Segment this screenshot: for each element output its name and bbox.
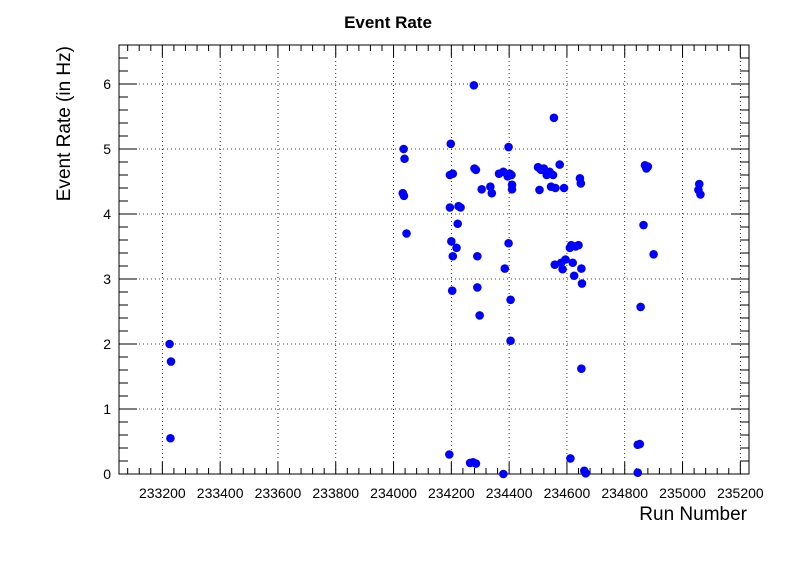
grid-lines	[119, 45, 749, 474]
data-point	[504, 142, 513, 152]
data-point	[445, 203, 455, 212]
axis-ticks	[119, 45, 749, 475]
y-tick-label: 2	[103, 336, 111, 352]
x-tick-label: 234400	[486, 485, 533, 501]
data-point	[499, 469, 508, 479]
data-point	[568, 258, 578, 268]
data-point	[577, 364, 586, 374]
data-point	[559, 183, 569, 193]
data-point	[635, 439, 645, 449]
data-point	[561, 255, 570, 264]
data-point	[507, 180, 517, 190]
data-point	[447, 237, 456, 246]
data-point	[477, 185, 486, 194]
x-tick-label: 234800	[601, 485, 648, 501]
data-point	[399, 144, 408, 154]
x-tick-label: 234200	[428, 485, 475, 501]
data-point	[473, 283, 482, 292]
data-point	[506, 295, 515, 305]
y-tick-label: 5	[103, 141, 111, 157]
data-point	[487, 188, 497, 198]
x-tick-label: 233200	[139, 485, 186, 501]
data-point	[649, 250, 658, 259]
x-tick-label: 234000	[370, 485, 417, 501]
data-point	[447, 286, 457, 296]
data-point	[569, 271, 579, 281]
data-point	[581, 469, 591, 478]
y-tick-labels: 0 1 2 3 4 5 6	[103, 76, 111, 482]
data-point	[643, 162, 653, 171]
data-point	[694, 179, 704, 189]
data-point	[576, 179, 586, 188]
data-point	[452, 243, 461, 253]
data-point	[574, 240, 583, 250]
x-tick-label: 233600	[255, 485, 302, 501]
data-point	[471, 165, 481, 175]
y-tick-label: 4	[103, 206, 111, 222]
data-point	[577, 279, 587, 288]
data-point	[166, 357, 176, 366]
data-point	[535, 185, 544, 195]
data-point	[558, 264, 567, 274]
chart-title: Event Rate	[344, 13, 432, 32]
x-tick-label: 235000	[659, 485, 706, 501]
data-point	[469, 81, 479, 90]
data-point	[504, 238, 513, 248]
data-points	[165, 81, 705, 479]
data-point	[636, 302, 645, 312]
data-point	[399, 191, 409, 201]
data-point	[500, 264, 510, 273]
y-tick-label: 0	[103, 466, 111, 482]
data-point	[486, 182, 495, 191]
y-tick-label: 6	[103, 76, 111, 92]
data-point	[456, 203, 465, 212]
data-point	[551, 183, 560, 193]
data-point	[577, 264, 586, 273]
data-point	[471, 459, 481, 468]
x-tick-label: 233400	[197, 485, 244, 501]
data-point	[453, 219, 462, 229]
data-point	[402, 229, 411, 238]
x-tick-label: 234600	[544, 485, 591, 501]
x-tick-label: 233800	[312, 485, 359, 501]
data-point	[473, 251, 482, 261]
y-tick-label: 3	[103, 271, 111, 287]
y-tick-label: 1	[103, 401, 111, 417]
y-axis-label: Event Rate (in Hz)	[54, 46, 75, 201]
data-point	[507, 170, 516, 180]
data-point	[448, 169, 458, 178]
data-point	[165, 339, 174, 349]
data-point	[166, 433, 175, 443]
data-point	[445, 450, 454, 459]
data-point	[639, 220, 648, 230]
data-point	[633, 468, 643, 478]
x-tick-label: 235200	[717, 485, 764, 501]
data-point	[696, 190, 705, 199]
data-point	[549, 113, 559, 123]
data-point	[446, 139, 456, 149]
data-point	[555, 160, 565, 169]
data-point	[400, 154, 409, 164]
data-point	[548, 170, 558, 180]
data-point	[506, 336, 515, 346]
x-tick-labels: 233200 233400 233600 233800 234000 234200 2344…	[139, 485, 764, 501]
data-point	[448, 251, 458, 261]
x-axis-label: Run Number	[639, 504, 747, 525]
data-point	[475, 311, 484, 320]
data-point	[566, 454, 575, 463]
plot-frame	[118, 44, 750, 475]
